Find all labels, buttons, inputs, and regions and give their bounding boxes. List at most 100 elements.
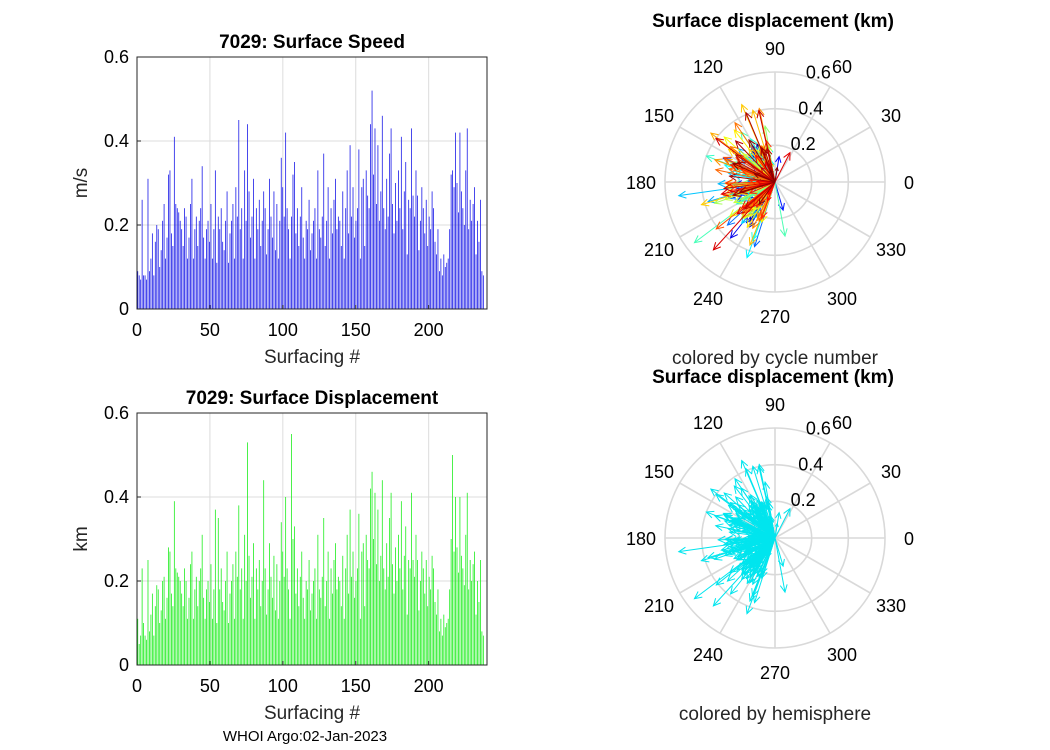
displacement-arrow — [729, 175, 776, 183]
arrow-head — [728, 209, 738, 218]
bar — [380, 555, 382, 665]
displacement-arrow — [735, 496, 776, 539]
bar — [308, 560, 310, 665]
bar — [305, 581, 307, 665]
arrow-head — [753, 210, 761, 220]
bar — [421, 551, 423, 665]
bar — [247, 442, 248, 665]
bar — [229, 593, 231, 665]
bar — [176, 572, 178, 665]
arrow-head — [758, 213, 766, 223]
bar — [393, 233, 395, 309]
arrow-head — [723, 136, 733, 145]
bar — [373, 174, 374, 309]
arrow-head — [693, 235, 703, 244]
arrow-head — [758, 553, 766, 562]
displacement-arrow — [721, 537, 776, 551]
bar — [280, 522, 282, 665]
bar — [392, 564, 393, 665]
bar — [210, 564, 212, 665]
displacement-arrow — [725, 181, 776, 184]
bar — [421, 187, 423, 309]
arrow-head — [722, 539, 732, 548]
polar-spoke — [774, 482, 871, 539]
bar — [179, 581, 181, 665]
arrow-head — [751, 465, 759, 475]
bar — [260, 606, 262, 665]
bar — [441, 275, 443, 309]
bar — [412, 560, 414, 665]
bar — [478, 602, 480, 665]
bar — [168, 547, 169, 665]
arrow-head — [733, 195, 743, 204]
bar — [478, 241, 480, 309]
bar — [313, 581, 314, 665]
arrow-head — [737, 148, 747, 157]
bar — [258, 560, 260, 665]
bar — [449, 589, 451, 665]
bar — [376, 204, 377, 309]
bar — [345, 568, 347, 665]
arrow-head — [783, 151, 791, 161]
bar — [178, 576, 180, 665]
arrow-head — [779, 584, 788, 594]
bar — [149, 631, 150, 665]
bar — [367, 560, 369, 665]
arrow-head — [677, 546, 687, 555]
bar — [455, 132, 456, 309]
bar — [258, 199, 260, 309]
bar — [402, 589, 404, 665]
arrow-head — [740, 103, 749, 113]
bar — [285, 132, 287, 309]
bar — [160, 250, 162, 309]
displacement-arrow — [739, 181, 776, 193]
arrow-head — [677, 190, 687, 199]
bar — [378, 220, 380, 309]
angle-label: 210 — [644, 240, 674, 260]
bar — [159, 267, 161, 309]
arrow-head — [738, 186, 748, 194]
bar — [419, 220, 421, 309]
bar — [182, 606, 184, 665]
angle-label: 180 — [626, 173, 656, 193]
angle-label: 240 — [693, 645, 723, 665]
arrow-head — [752, 576, 760, 586]
arrow-head — [714, 167, 724, 176]
bar — [336, 589, 338, 665]
x-tick-label: 50 — [200, 320, 220, 340]
bar — [147, 178, 149, 309]
bar — [301, 551, 303, 665]
arrow-head — [758, 569, 766, 579]
bar — [217, 216, 219, 309]
bar — [414, 216, 415, 309]
arrow-head — [750, 137, 758, 147]
arrow-head — [760, 195, 767, 203]
bar — [359, 618, 361, 665]
arrow-head — [700, 198, 710, 207]
bar — [283, 216, 285, 309]
arrow-head — [734, 121, 743, 131]
arrow-head — [705, 154, 715, 163]
displacement-arrow — [723, 136, 776, 183]
bar — [197, 606, 199, 665]
bar — [419, 581, 421, 665]
bar — [286, 568, 288, 665]
bar — [253, 543, 254, 665]
bar — [201, 534, 203, 665]
arrow-head — [734, 154, 744, 163]
angle-label: 120 — [693, 413, 723, 433]
bar — [481, 631, 483, 665]
bar — [314, 208, 316, 309]
angle-label: 330 — [876, 240, 906, 260]
bar — [257, 229, 259, 309]
bar — [340, 246, 342, 309]
bar — [376, 564, 377, 665]
bar — [399, 568, 401, 665]
displacement-arrow — [737, 517, 776, 539]
bar — [302, 237, 304, 309]
bar — [472, 204, 474, 309]
bar — [288, 229, 289, 309]
bar — [466, 492, 468, 665]
bar — [374, 492, 376, 665]
bar — [405, 526, 407, 665]
